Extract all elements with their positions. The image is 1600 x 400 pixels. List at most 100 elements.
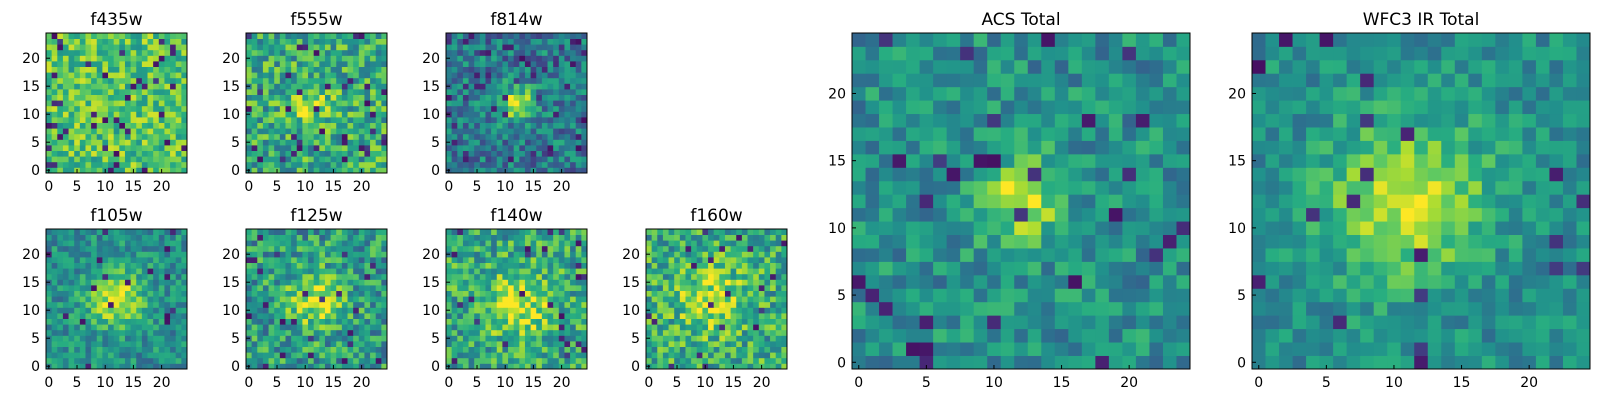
heatmap-cell (479, 318, 486, 325)
heatmap-cell (96, 100, 103, 107)
heatmap-cell (141, 77, 148, 84)
heatmap-cell (508, 357, 515, 364)
heatmap-cell (68, 139, 75, 146)
heatmap-cell (181, 83, 188, 90)
heatmap-cell (158, 313, 165, 319)
x-tick-label: 15 (525, 179, 543, 195)
heatmap-cell (91, 139, 98, 146)
heatmap-cell (719, 301, 726, 308)
heatmap-cell (491, 128, 498, 135)
heatmap-cell (51, 117, 58, 123)
heatmap-cell (257, 363, 264, 370)
heatmap-cell (158, 257, 165, 263)
heatmap-cell (147, 66, 154, 73)
heatmap-cell (347, 324, 354, 331)
heatmap-cell (113, 273, 120, 280)
heatmap-cell (347, 117, 354, 123)
heatmap-cell (91, 324, 98, 331)
heatmap-cell (508, 122, 515, 129)
heatmap-cell (85, 296, 92, 303)
heatmap-cell (741, 357, 748, 364)
heatmap-cell (479, 245, 486, 252)
heatmap-cell (330, 122, 337, 129)
heatmap-cell (479, 290, 486, 297)
heatmap-cell (719, 313, 726, 319)
heatmap-cell (141, 313, 148, 319)
heatmap-cell (536, 307, 543, 314)
heatmap-cell (753, 245, 760, 252)
heatmap-cell (62, 100, 69, 107)
heatmap-cell (113, 229, 120, 235)
heatmap-cell (468, 346, 475, 353)
heatmap-cell (646, 313, 653, 319)
heatmap-cell (175, 296, 182, 303)
heatmap-cell (291, 72, 298, 79)
heatmap-cell (251, 245, 258, 252)
heatmap-cell (181, 285, 188, 291)
heatmap-cell (175, 285, 182, 291)
heatmap-cell (358, 145, 365, 151)
heatmap-cell (541, 245, 548, 252)
heatmap-cell (141, 329, 148, 336)
heatmap-cell (702, 251, 709, 258)
heatmap-cell (302, 268, 309, 275)
heatmap-cell (91, 346, 98, 353)
heatmap-cell (462, 117, 469, 123)
heatmap-cell (364, 44, 371, 51)
heatmap-cell (181, 240, 188, 247)
heatmap-cell (147, 234, 154, 241)
heatmap-cell (319, 72, 326, 79)
heatmap-cell (446, 268, 453, 275)
heatmap-cell (51, 66, 58, 73)
heatmap-cell (536, 341, 543, 347)
heatmap-cell (170, 105, 177, 112)
heatmap-cell (113, 234, 120, 241)
heatmap-cell (296, 139, 303, 146)
heatmap-cell (491, 240, 498, 247)
heatmap-cell (702, 273, 709, 280)
heatmap-cell (279, 324, 286, 331)
x-tick-label: 5 (73, 179, 82, 195)
heatmap-cell (1014, 355, 1029, 370)
heatmap-cell (330, 44, 337, 51)
heatmap-cell (451, 234, 458, 241)
heatmap-cell (1149, 301, 1164, 316)
heatmap-cell (713, 301, 720, 308)
heatmap-cell (302, 357, 309, 364)
heatmap-cell (1054, 194, 1069, 209)
heatmap-cell (736, 240, 743, 247)
heatmap-cell (462, 139, 469, 146)
heatmap-cell (558, 329, 565, 336)
heatmap-cell (713, 341, 720, 347)
heatmap-cell (1027, 180, 1042, 195)
heatmap-cell (181, 357, 188, 364)
heatmap-cell (457, 38, 464, 45)
heatmap-cell (347, 167, 354, 174)
heatmap-cell (381, 229, 388, 235)
heatmap-cell (474, 335, 481, 342)
heatmap-cell (324, 279, 331, 286)
heatmap-cell (865, 355, 880, 370)
heatmap-cell (370, 245, 377, 252)
heatmap-cell (336, 279, 343, 286)
heatmap-cell (341, 72, 348, 79)
heatmap-cell (358, 139, 365, 146)
y-tick-label: 10 (222, 303, 240, 319)
heatmap-cell (85, 257, 92, 263)
heatmap-cell (987, 261, 1002, 276)
heatmap-cell (279, 161, 286, 168)
heatmap-cell (319, 363, 326, 370)
heatmap-cell (164, 33, 171, 39)
heatmap-cell (1054, 180, 1069, 195)
heatmap-cell (46, 156, 53, 163)
heatmap-cell (570, 61, 577, 67)
heatmap-cell (274, 133, 281, 140)
heatmap-cell (1027, 288, 1042, 303)
heatmap-cell (102, 100, 109, 107)
heatmap-cell (502, 318, 509, 325)
heatmap-cell (753, 307, 760, 314)
heatmap-cell (662, 313, 669, 319)
heatmap-cell (113, 111, 120, 118)
heatmap-cell (747, 240, 754, 247)
heatmap-cell (313, 257, 320, 263)
